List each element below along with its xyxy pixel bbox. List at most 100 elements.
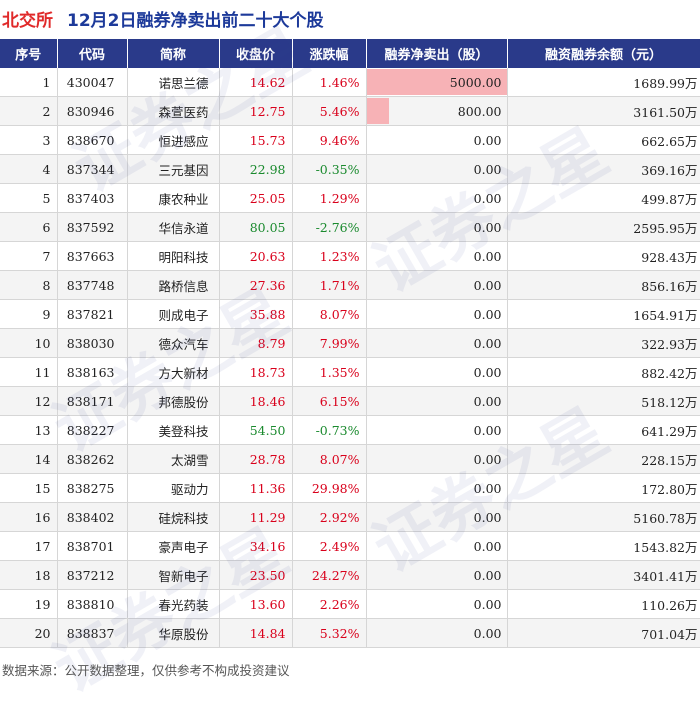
change-percent: 2.49% (292, 531, 367, 561)
change-percent: 24.27% (292, 560, 367, 590)
stock-code: 837403 (57, 183, 128, 213)
close-price: 34.16 (219, 531, 293, 561)
stock-name: 方大新材 (127, 357, 220, 387)
net-sell-value: 0.00 (473, 190, 502, 206)
close-price: 23.50 (219, 560, 293, 590)
stock-code: 837212 (57, 560, 128, 590)
stock-code: 838810 (57, 589, 128, 619)
margin-balance: 369.16万 (507, 154, 700, 184)
page-title: 12月2日融券净卖出前二十大个股 (67, 10, 324, 31)
header-row: 序号 代码 简称 收盘价 涨跌幅 融券净卖出（股） 融资融券余额（元） (0, 39, 700, 68)
margin-balance: 3161.50万 (507, 96, 700, 126)
stock-name: 春光药装 (127, 589, 220, 619)
column-header-close: 收盘价 (219, 39, 293, 68)
table-row: 1 430047 诺思兰德 14.62 1.46% 5000.00 1689.99万 (0, 68, 700, 97)
change-percent: -0.73% (292, 415, 367, 445)
net-sell-value: 0.00 (473, 451, 502, 467)
net-sell-bar (366, 98, 389, 124)
row-index: 15 (0, 473, 58, 503)
net-sell-value: 0.00 (473, 422, 502, 438)
margin-balance: 110.26万 (507, 589, 700, 619)
close-price: 14.62 (219, 68, 293, 97)
net-sell-cell: 0.00 (366, 386, 508, 416)
change-percent: 8.07% (292, 444, 367, 474)
table-row: 3 838670 恒进感应 15.73 9.46% 0.00 662.65万 (0, 125, 700, 155)
change-percent: 1.29% (292, 183, 367, 213)
close-price: 25.05 (219, 183, 293, 213)
change-percent: -0.35% (292, 154, 367, 184)
net-sell-value: 0.00 (473, 248, 502, 264)
net-sell-value: 0.00 (473, 132, 502, 148)
table-row: 10 838030 德众汽车 8.79 7.99% 0.00 322.93万 (0, 328, 700, 358)
table-row: 11 838163 方大新材 18.73 1.35% 0.00 882.42万 (0, 357, 700, 387)
table-row: 2 830946 森萱医药 12.75 5.46% 800.00 3161.50万 (0, 96, 700, 126)
change-percent: 6.15% (292, 386, 367, 416)
net-sell-cell: 0.00 (366, 589, 508, 619)
net-sell-cell: 0.00 (366, 241, 508, 271)
margin-balance: 228.15万 (507, 444, 700, 474)
net-sell-value: 800.00 (457, 103, 502, 119)
net-sell-cell: 0.00 (366, 531, 508, 561)
net-sell-cell: 800.00 (366, 96, 508, 126)
data-source-note: 数据来源：公开数据整理，仅供参考不构成投资建议 (2, 663, 290, 678)
stock-code: 837821 (57, 299, 128, 329)
net-sell-value: 0.00 (473, 335, 502, 351)
row-index: 16 (0, 502, 58, 532)
data-table: 序号 代码 简称 收盘价 涨跌幅 融券净卖出（股） 融资融券余额（元） 1 430… (0, 39, 700, 648)
net-sell-value: 0.00 (473, 364, 502, 380)
close-price: 28.78 (219, 444, 293, 474)
stock-name: 美登科技 (127, 415, 220, 445)
net-sell-cell: 0.00 (366, 502, 508, 532)
net-sell-cell: 5000.00 (366, 68, 508, 97)
margin-balance: 172.80万 (507, 473, 700, 503)
net-sell-value: 0.00 (473, 567, 502, 583)
margin-balance: 518.12万 (507, 386, 700, 416)
net-sell-cell: 0.00 (366, 299, 508, 329)
stock-code: 837592 (57, 212, 128, 242)
market-label: 北交所 (2, 10, 53, 31)
column-header-net-sell: 融券净卖出（股） (366, 39, 508, 68)
change-percent: 2.26% (292, 589, 367, 619)
net-sell-value: 0.00 (473, 393, 502, 409)
close-price: 54.50 (219, 415, 293, 445)
stock-code: 837663 (57, 241, 128, 271)
row-index: 6 (0, 212, 58, 242)
change-percent: 8.07% (292, 299, 367, 329)
stock-code: 838275 (57, 473, 128, 503)
margin-balance: 1689.99万 (507, 68, 700, 97)
stock-name: 康农种业 (127, 183, 220, 213)
stock-code: 838227 (57, 415, 128, 445)
row-index: 8 (0, 270, 58, 300)
net-sell-cell: 0.00 (366, 415, 508, 445)
change-percent: 5.46% (292, 96, 367, 126)
table-row: 18 837212 智新电子 23.50 24.27% 0.00 3401.41万 (0, 560, 700, 590)
stock-code: 838030 (57, 328, 128, 358)
title-bar: 北交所 12月2日融券净卖出前二十大个股 (0, 0, 700, 36)
net-sell-cell: 0.00 (366, 328, 508, 358)
net-sell-cell: 0.00 (366, 212, 508, 242)
table-row: 9 837821 则成电子 35.88 8.07% 0.00 1654.91万 (0, 299, 700, 329)
row-index: 11 (0, 357, 58, 387)
margin-balance: 1543.82万 (507, 531, 700, 561)
close-price: 22.98 (219, 154, 293, 184)
close-price: 12.75 (219, 96, 293, 126)
row-index: 17 (0, 531, 58, 561)
stock-name: 华原股份 (127, 618, 220, 648)
row-index: 12 (0, 386, 58, 416)
margin-balance: 1654.91万 (507, 299, 700, 329)
stock-name: 三元基因 (127, 154, 220, 184)
stock-name: 硅烷科技 (127, 502, 220, 532)
net-sell-cell: 0.00 (366, 618, 508, 648)
table-row: 8 837748 路桥信息 27.36 1.71% 0.00 856.16万 (0, 270, 700, 300)
stock-name: 诺思兰德 (127, 68, 220, 97)
change-percent: 29.98% (292, 473, 367, 503)
net-sell-value: 0.00 (473, 509, 502, 525)
row-index: 20 (0, 618, 58, 648)
net-sell-cell: 0.00 (366, 125, 508, 155)
close-price: 18.46 (219, 386, 293, 416)
close-price: 11.29 (219, 502, 293, 532)
close-price: 11.36 (219, 473, 293, 503)
stock-code: 838262 (57, 444, 128, 474)
margin-balance: 499.87万 (507, 183, 700, 213)
table-row: 7 837663 明阳科技 20.63 1.23% 0.00 928.43万 (0, 241, 700, 271)
